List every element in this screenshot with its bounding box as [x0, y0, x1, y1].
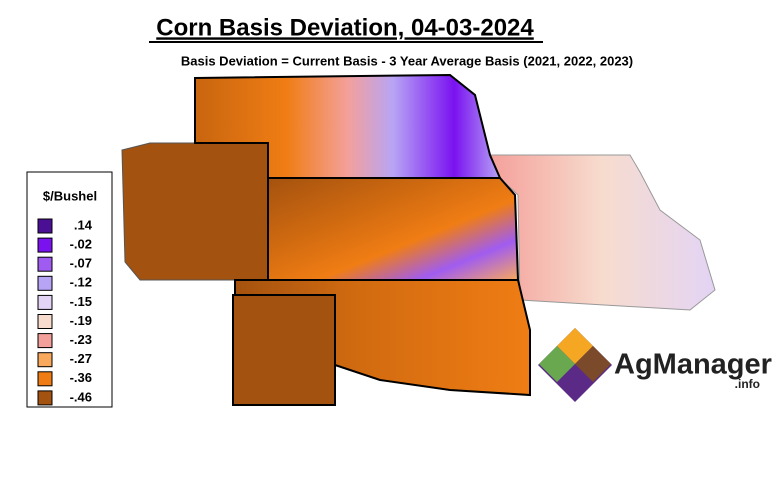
- legend-items: .14 -.02 -.07 -.12 -.15 -.19 -.23 -.27 -.36 -.46: [37, 217, 93, 406]
- legend-label: -.23: [70, 332, 92, 347]
- legend-title: $/Bushel: [43, 188, 97, 203]
- legend-swatch: [37, 390, 53, 406]
- title: Corn Basis Deviation, 04-03-2024: [156, 14, 534, 41]
- colorado: [121, 142, 269, 281]
- legend-label: -.07: [70, 256, 92, 271]
- legend-swatch: [37, 371, 53, 387]
- legend-swatch: [37, 352, 53, 368]
- kansas: [267, 177, 520, 281]
- missouri-iowa: [489, 154, 716, 311]
- legend-label: -.36: [70, 370, 92, 385]
- legend-label: -.15: [70, 294, 92, 309]
- legend-label: .14: [74, 217, 93, 232]
- legend-swatch: [37, 294, 53, 310]
- legend-swatch: [37, 275, 53, 291]
- legend-swatch: [37, 218, 53, 234]
- legend-label: -.46: [70, 389, 92, 404]
- texas-panhandle: [232, 294, 336, 406]
- legend-swatch: [37, 333, 53, 349]
- map: [121, 73, 716, 406]
- logo-leaf: [539, 346, 575, 382]
- legend-swatch: [37, 314, 53, 329]
- subtitle: Basis Deviation = Current Basis - 3 Year…: [181, 53, 633, 68]
- legend-swatch: [37, 256, 53, 272]
- legend: $/Bushel .14 -.02 -.07 -.12 -.15 -.19 -.23 -.27…: [26, 171, 113, 408]
- legend-swatch: [37, 237, 53, 253]
- legend-label: -.12: [70, 275, 92, 290]
- legend-label: -.27: [70, 351, 92, 366]
- legend-label: -.02: [70, 237, 92, 252]
- logo-cattle: [575, 346, 611, 382]
- logo-name: AgManager: [614, 349, 772, 381]
- logo: AgManager .info: [538, 328, 772, 402]
- logo-suffix: .info: [735, 377, 760, 391]
- legend-label: -.19: [70, 313, 92, 328]
